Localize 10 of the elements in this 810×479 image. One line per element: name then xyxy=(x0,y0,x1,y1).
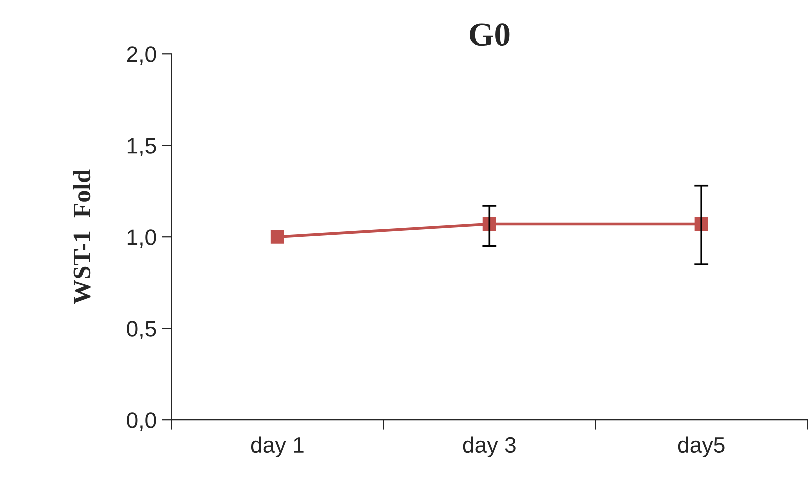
y-tick-label: 2,0 xyxy=(127,46,156,66)
x-tick-label: day 3 xyxy=(463,436,516,458)
y-axis-title: WST-1 Fold xyxy=(73,170,91,304)
chart-title: G0 xyxy=(470,24,510,46)
y-tick-label: 0,5 xyxy=(127,321,156,340)
y-tick-label: 1,0 xyxy=(128,230,156,248)
y-tick-label: 1,5 xyxy=(128,138,156,157)
x-tick-label: day5 xyxy=(678,436,725,458)
y-tick-label: 0,0 xyxy=(127,412,156,431)
x-tick-label: day 1 xyxy=(251,436,304,458)
